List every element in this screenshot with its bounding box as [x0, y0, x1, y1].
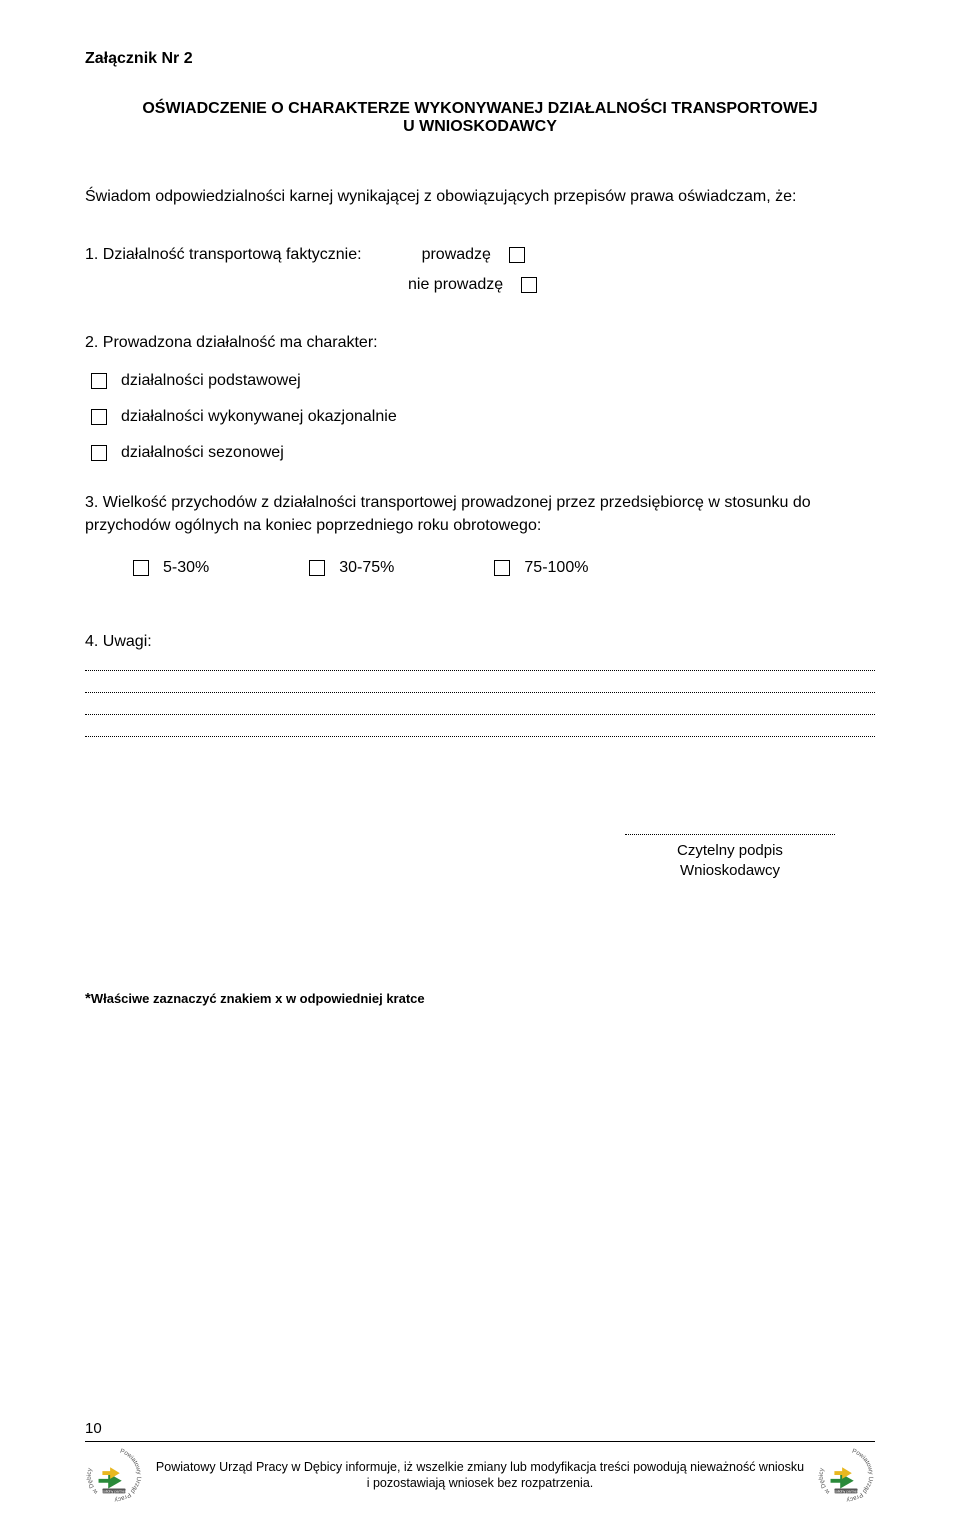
section2-heading: 2. Prowadzona działalność ma charakter: [85, 334, 875, 352]
section1-row: 1. Działalność transportową faktycznie: … [85, 246, 875, 264]
section2-opt2-row: działalności wykonywanej okazjonalnie [91, 408, 875, 426]
svg-text:w Dębicy: w Dębicy [818, 1467, 832, 1496]
checkbox-75-100[interactable] [494, 560, 510, 576]
svg-text:Powiatowy Urząd Pracy: Powiatowy Urząd Pracy [113, 1448, 142, 1504]
section4-label: 4. Uwagi: [85, 633, 875, 651]
checkbox-prowadze[interactable] [509, 247, 525, 263]
signature-label-2: Wnioskodawcy [680, 862, 780, 879]
checkbox-sezonowej[interactable] [91, 445, 107, 461]
signature-line[interactable] [625, 827, 835, 835]
signature-label-1: Czytelny podpis [677, 842, 783, 859]
section3-text: 3. Wielkość przychodów z działalności tr… [85, 492, 875, 537]
checkbox-okazjonalnie[interactable] [91, 409, 107, 425]
checkbox-nie-prowadze[interactable] [521, 277, 537, 293]
uwagi-line-3[interactable] [85, 705, 875, 715]
signature-block: Czytelny podpis Wnioskodawcy [625, 827, 875, 880]
section2-opt3-label: działalności sezonowej [121, 444, 284, 462]
section2-opt1-row: działalności podstawowej [91, 372, 875, 390]
option-nie-prowadze-label: nie prowadzę [408, 276, 503, 294]
page-number: 10 [85, 1420, 875, 1437]
percent-30-75-label: 30-75% [339, 559, 394, 577]
checkbox-30-75[interactable] [309, 560, 325, 576]
doc-title-line2: U WNIOSKODAWCY [85, 118, 875, 136]
section2-opt1-label: działalności podstawowej [121, 372, 301, 390]
attachment-header: Załącznik Nr 2 [85, 50, 875, 68]
page-footer: 10 Powiatowy Urząd Pracy w Dębicy solidn… [85, 1420, 875, 1504]
footnote-text: Właściwe zaznaczyć znakiem x w odpowiedn… [91, 991, 425, 1006]
intro-text: Świadom odpowiedzialności karnej wynikaj… [85, 186, 875, 208]
percent-5-30-label: 5-30% [163, 559, 209, 577]
footnote: *Właściwe zaznaczyć znakiem x w odpowied… [85, 990, 875, 1007]
uwagi-line-4[interactable] [85, 727, 875, 737]
footer-divider [85, 1441, 875, 1442]
checkbox-podstawowej[interactable] [91, 373, 107, 389]
percent-75-100-label: 75-100% [524, 559, 588, 577]
section2-opt2-label: działalności wykonywanej okazjonalnie [121, 408, 397, 426]
uwagi-line-1[interactable] [85, 661, 875, 671]
uwagi-line-2[interactable] [85, 683, 875, 693]
logo-right: Powiatowy Urząd Pracy w Dębicy solidny p… [817, 1446, 875, 1504]
svg-text:w Dębicy: w Dębicy [86, 1467, 100, 1496]
section1-label: 1. Działalność transportową faktycznie: [85, 246, 362, 264]
svg-text:solidny partner: solidny partner [102, 1489, 127, 1493]
footer-text: Powiatowy Urząd Pracy w Dębicy informuje… [153, 1459, 807, 1492]
section1b-row: nie prowadzę [408, 276, 875, 294]
checkbox-5-30[interactable] [133, 560, 149, 576]
svg-text:solidny partner: solidny partner [834, 1489, 859, 1493]
doc-title-line1: OŚWIADCZENIE O CHARAKTERZE WYKONYWANEJ D… [85, 100, 875, 118]
option-prowadze-label: prowadzę [422, 246, 491, 264]
logo-left: Powiatowy Urząd Pracy w Dębicy solidny p… [85, 1446, 143, 1504]
section2-opt3-row: działalności sezonowej [91, 444, 875, 462]
percent-row: 5-30% 30-75% 75-100% [133, 559, 875, 577]
svg-text:Powiatowy Urząd Pracy: Powiatowy Urząd Pracy [845, 1448, 874, 1504]
